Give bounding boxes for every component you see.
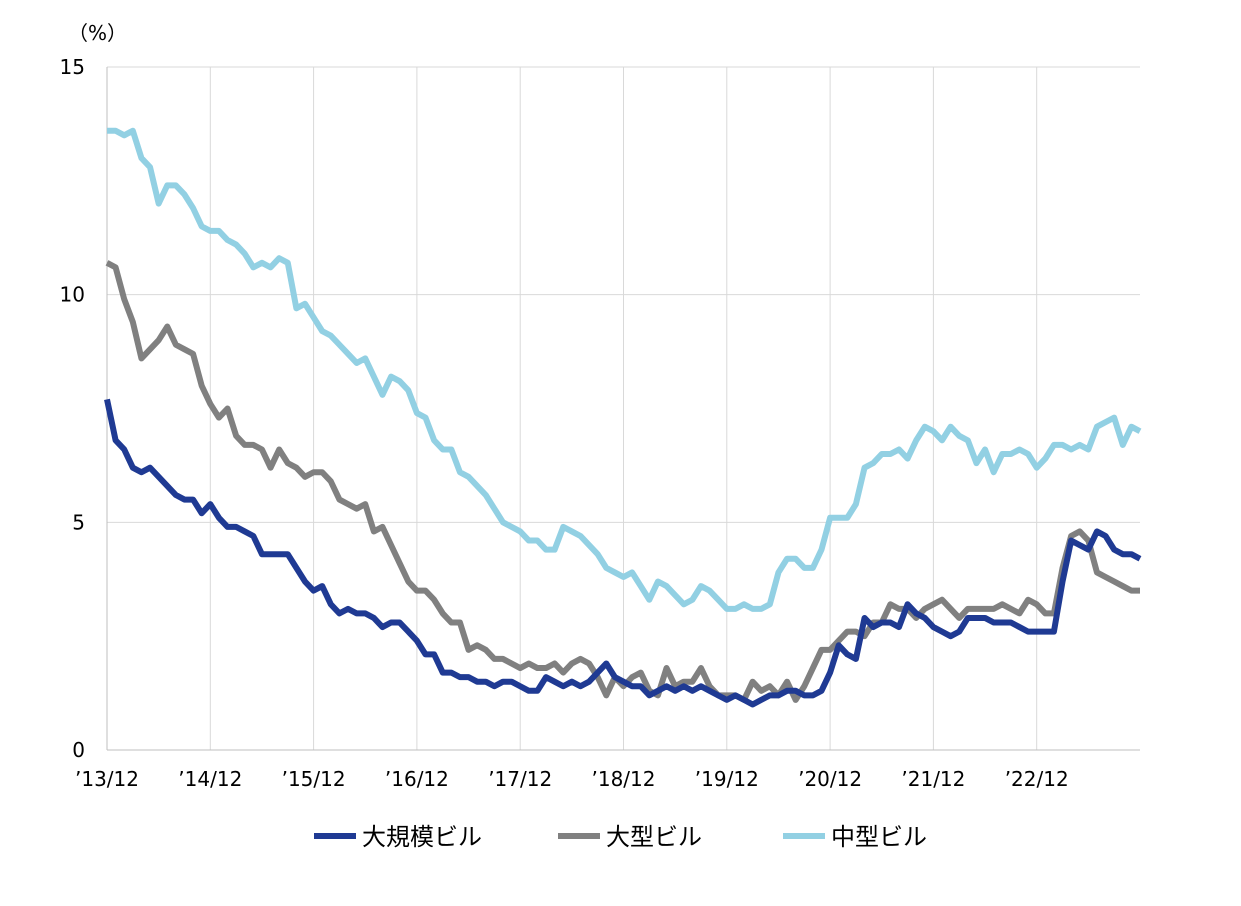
legend-label: 中型ビル [831,823,927,851]
legend-label: 大型ビル [606,823,702,851]
x-tick-label: ’20/12 [798,767,862,791]
x-tick-label: ’17/12 [488,767,552,791]
legend: 大規模ビル 大型ビル 中型ビル [314,823,927,851]
legend-label: 大規模ビル [362,823,482,851]
y-tick-label: 0 [72,738,85,762]
x-tick-label: ’15/12 [282,767,346,791]
y-tick-label: 10 [60,283,85,307]
axes: 0 5 10 15 ’13/12 ’14/12 ’15/12 ’16/12 ’17/12 ’18/… [60,21,1140,791]
y-tick-label: 15 [60,55,85,79]
gridlines [107,66,1140,750]
series-line-3 [107,127,1142,612]
series-lines [104,127,1142,708]
x-tick-label: ’21/12 [901,767,965,791]
series-line-2 [105,260,1140,703]
x-tick-label: ’19/12 [695,767,759,791]
y-unit-label: （%） [68,21,127,45]
series-line-1 [104,398,1142,708]
x-tick-label: ’14/12 [178,767,242,791]
x-tick-label: ’13/12 [75,767,139,791]
x-tick-label: ’16/12 [385,767,449,791]
x-tick-label: ’18/12 [592,767,656,791]
x-tick-label: ’22/12 [1005,767,1069,791]
y-tick-label: 5 [72,510,85,534]
